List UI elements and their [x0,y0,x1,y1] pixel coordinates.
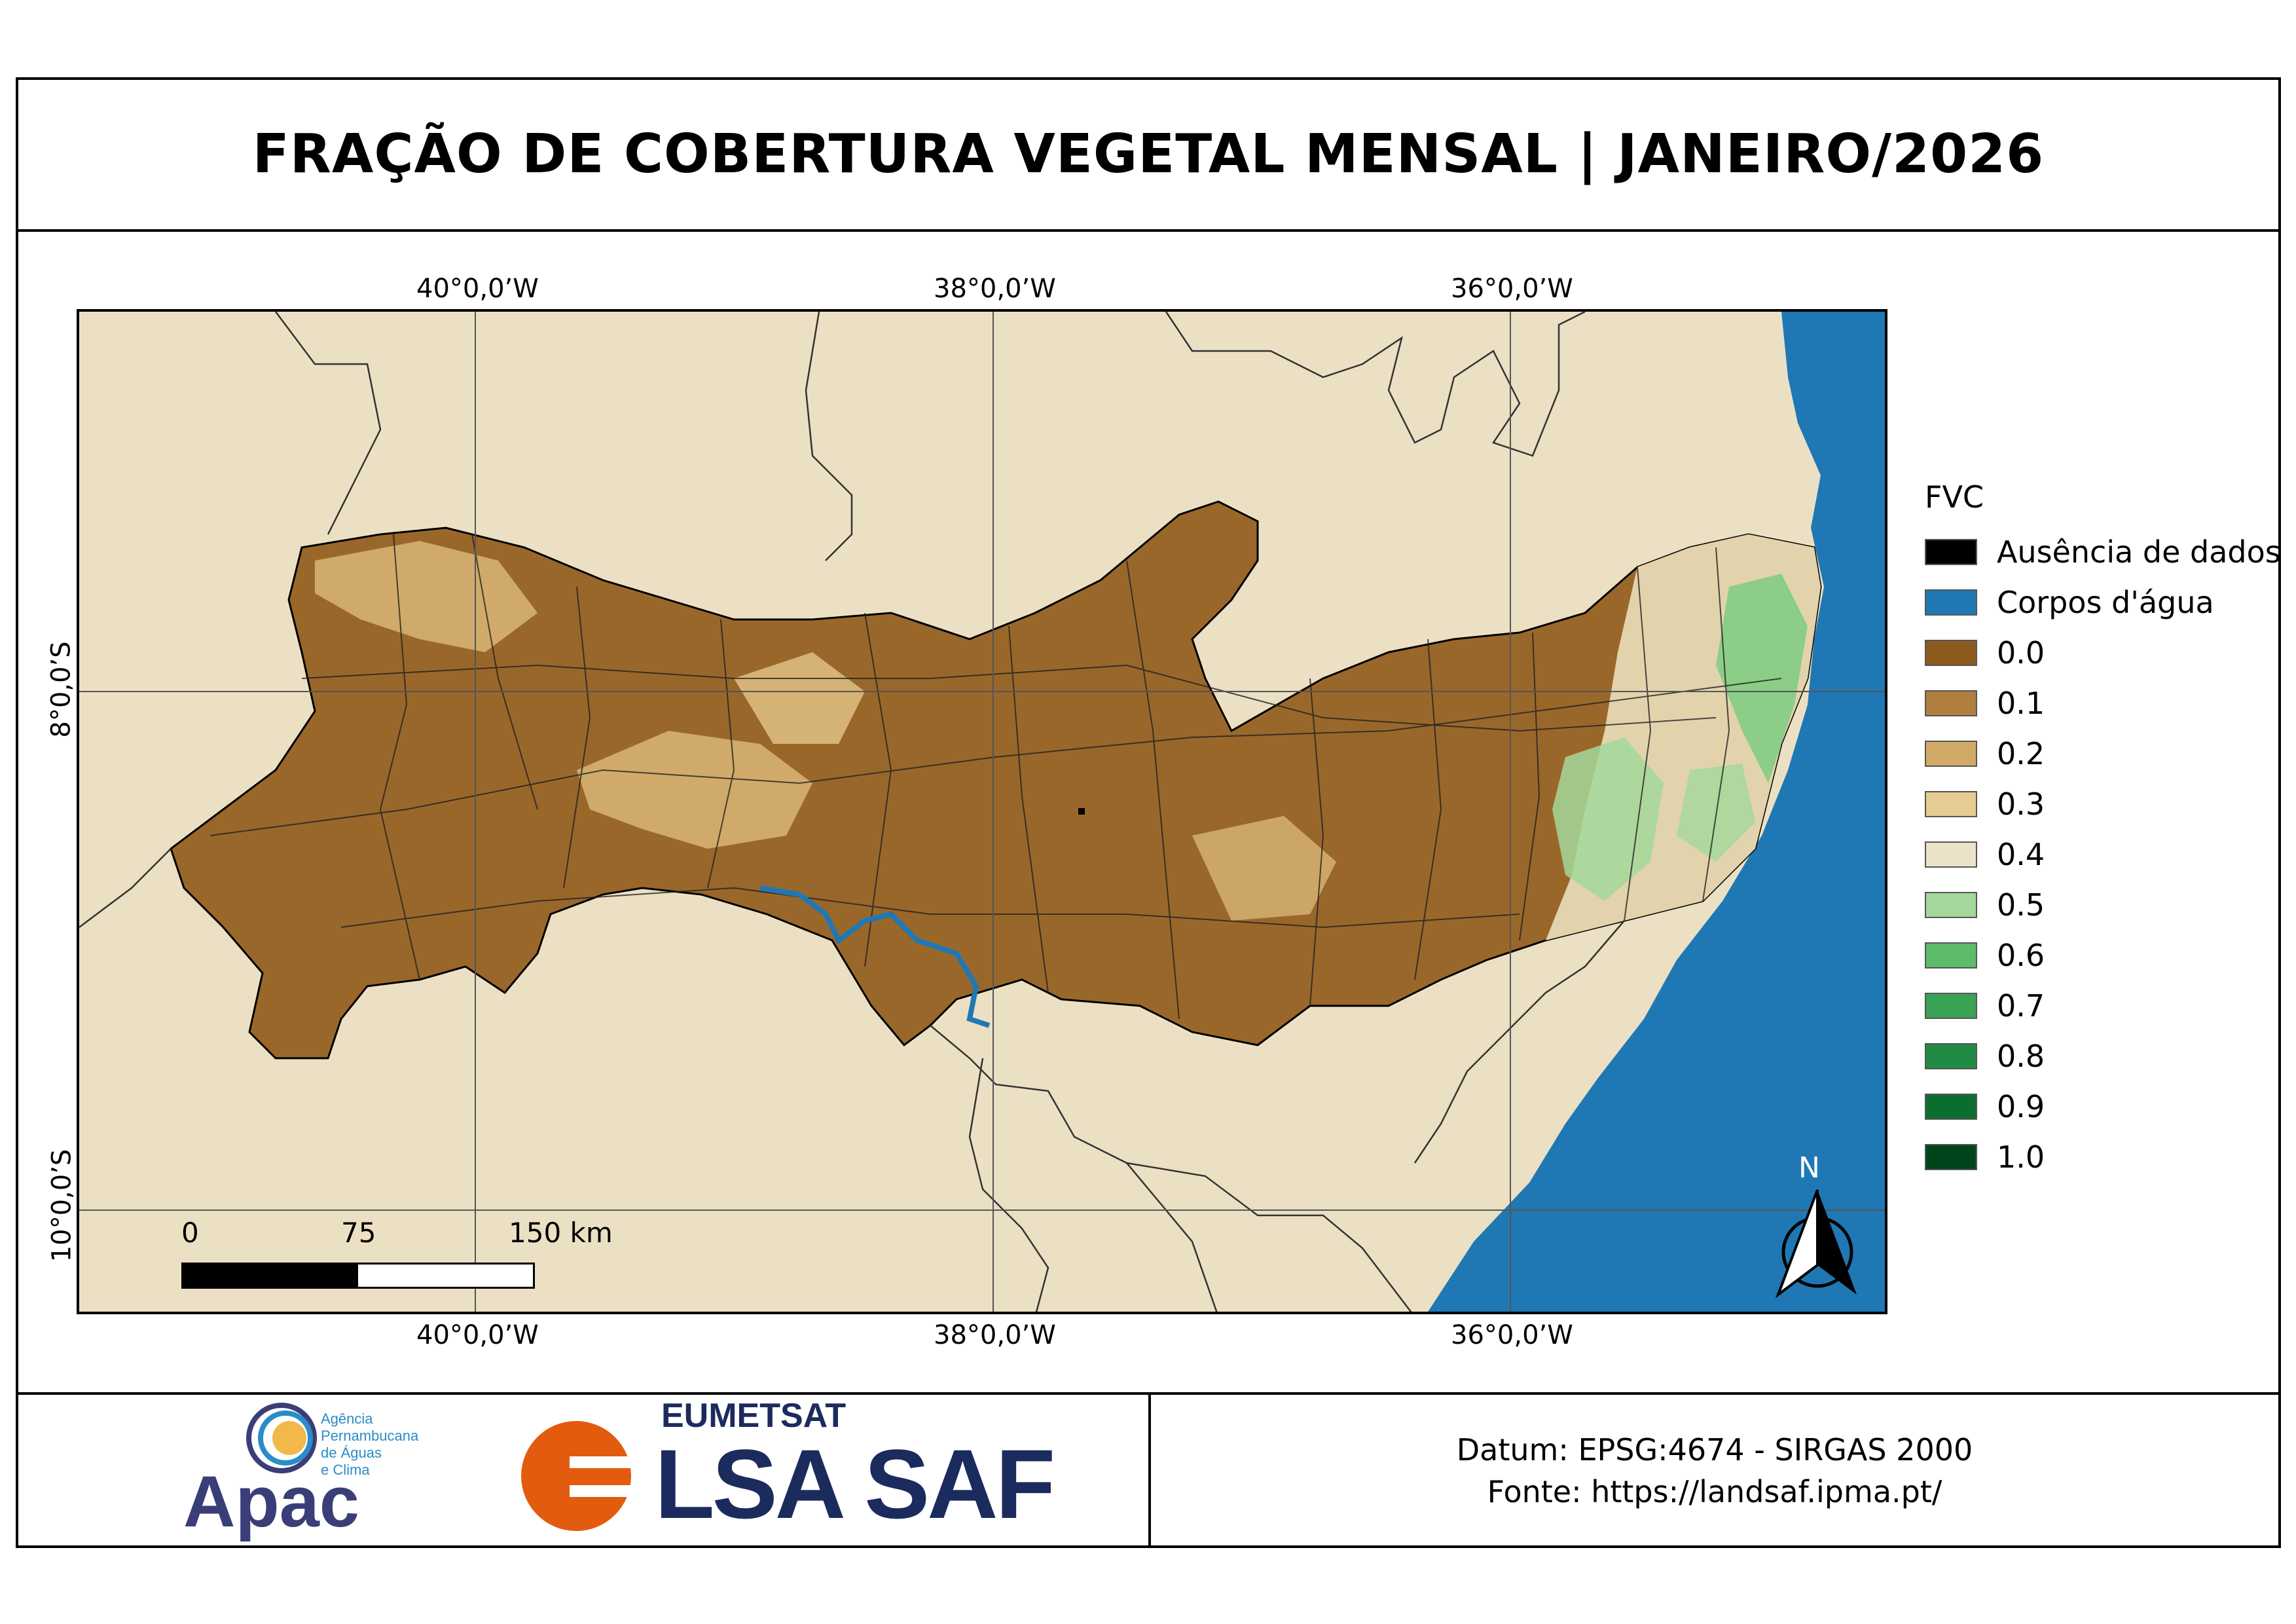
sao-francisco-river [759,885,991,1028]
state-borders-outer [79,312,1625,1312]
footer-info: Datum: EPSG:4674 - SIRGAS 2000 Fonte: ht… [1151,1395,2278,1547]
apac-sub-line: de Águas [321,1445,382,1461]
vegetation-zone-light [734,652,865,744]
graticule-lines [79,312,1885,1312]
legend-swatch [1925,790,1977,817]
vegetation-zone-light [315,541,538,652]
legend-label: 1.0 [1997,1139,2045,1175]
footer-vertical-divider [1148,1392,1151,1547]
map-frame[interactable]: 0 75 150 km N [77,309,1887,1314]
legend-swatch [1925,891,1977,918]
legend-swatch [1925,740,1977,767]
map-title: FRAÇÃO DE COBERTURA VEGETAL MENSAL | JAN… [252,122,2045,185]
legend-item: 0.2 [1925,728,2281,779]
legend-items: Ausência de dados Corpos d'água 0.0 0.1 0.2 0… [1925,526,2281,1182]
legend-swatch [1925,1093,1977,1120]
legend-item: Corpos d'água [1925,577,2281,627]
map-canvas [79,312,1885,1312]
legend-label: Ausência de dados [1997,534,2281,570]
legend: FVC Ausência de dados Corpos d'água 0.0 0.1… [1925,479,2281,1182]
legend-swatch [1925,1043,1977,1069]
source-text: Fonte: https://landsaf.ipma.pt/ [1487,1474,1942,1509]
legend-item: 1.0 [1925,1132,2281,1182]
legend-swatch [1925,639,1977,666]
legend-item: 0.8 [1925,1031,2281,1081]
coord-bottom-38w: 38°0,0’W [934,1320,1056,1350]
coord-bottom-36w: 36°0,0’W [1451,1320,1573,1350]
coord-top-40w: 40°0,0’W [416,274,539,304]
legend-item: Ausência de dados [1925,526,2281,577]
legend-item: 0.0 [1925,627,2281,678]
legend-swatch [1925,992,1977,1019]
municipal-borders [210,534,1782,1020]
legend-swatch [1925,841,1977,868]
legend-title: FVC [1925,479,1984,515]
legend-label: 0.7 [1997,987,2045,1024]
legend-label: 0.0 [1997,635,2045,671]
lsasaf-logo-text: LSA SAF [655,1429,1055,1539]
legend-swatch [1925,589,1977,616]
legend-item: 0.1 [1925,678,2281,728]
north-label: N [1798,1151,1820,1185]
apac-logo-text: Apac [183,1462,359,1542]
coord-top-36w: 36°0,0’W [1451,274,1573,304]
legend-item: 0.6 [1925,930,2281,980]
legend-swatch [1925,538,1977,565]
eumetsat-logo-text: EUMETSAT [661,1397,847,1435]
scale-label-75: 75 [341,1217,376,1249]
coord-left-10s: 10°0,0’S [46,1149,77,1263]
outer-frame [16,77,2281,1548]
legend-item: 0.7 [1925,980,2281,1031]
scale-bar [181,1263,535,1289]
no-data-pixel [1078,808,1085,815]
legend-item: 0.4 [1925,829,2281,879]
legend-item: 0.5 [1925,879,2281,930]
apac-sub-line: Pernambucana [321,1428,419,1444]
legend-swatch [1925,690,1977,716]
datum-text: Datum: EPSG:4674 - SIRGAS 2000 [1456,1432,1973,1467]
coord-top-38w: 38°0,0’W [934,274,1056,304]
lsasaf-logo-icon [521,1421,635,1531]
title-divider [16,229,2281,232]
vegetation-zone-light [577,731,812,849]
vegetation-zone-green [1716,574,1808,783]
legend-label: 0.8 [1997,1038,2045,1074]
vegetation-zone-light [1192,816,1336,921]
legend-item: 0.3 [1925,779,2281,829]
coord-bottom-40w: 40°0,0’W [416,1320,539,1350]
legend-label: 0.9 [1997,1088,2045,1124]
scale-label-150: 150 km [509,1217,613,1249]
scale-bar-black-segment [183,1264,358,1287]
legend-label: 0.3 [1997,786,2045,822]
legend-label: 0.6 [1997,937,2045,973]
coord-left-8s: 8°0,0’S [46,641,77,738]
state-region-brown [170,500,1822,1060]
apac-subtitle: Agência Pernambucana de Águas e Clima [321,1411,418,1479]
legend-label: 0.1 [1997,685,2045,721]
apac-sub-line: e Clima [321,1462,370,1478]
legend-item: 0.9 [1925,1081,2281,1132]
legend-swatch [1925,1143,1977,1170]
legend-label: Corpos d'água [1997,584,2214,620]
legend-label: 0.4 [1997,836,2045,872]
apac-sub-line: Agência [321,1411,373,1427]
legend-label: 0.5 [1997,887,2045,923]
north-arrow-icon [1775,1189,1857,1298]
vegetation-zone-green [1552,737,1664,901]
apac-logo-icon [246,1403,317,1473]
legend-label: 0.2 [1997,735,2045,771]
scale-label-0: 0 [181,1217,199,1249]
ocean-area [1428,312,1885,1312]
legend-swatch [1925,942,1977,969]
